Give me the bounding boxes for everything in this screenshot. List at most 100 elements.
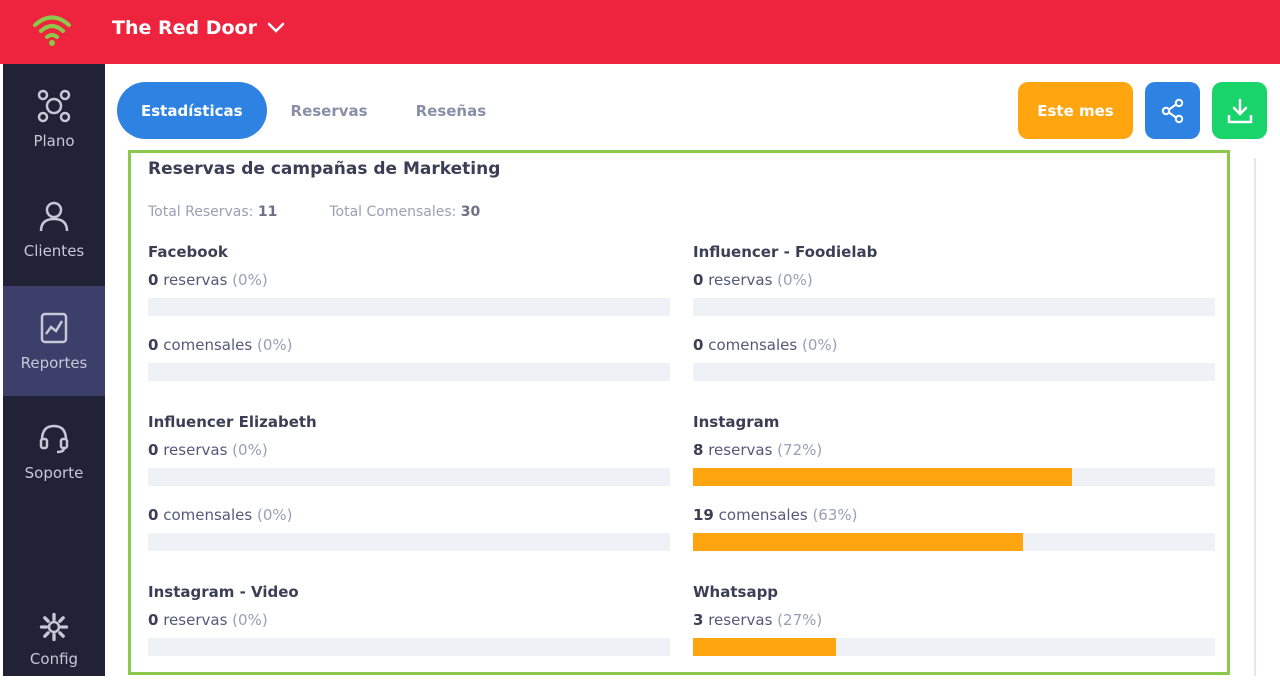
reservas-pct: (27%)	[777, 611, 823, 629]
reservas-count: 3	[693, 611, 704, 629]
reservas-count: 0	[148, 441, 159, 459]
reservas-metric: 0 reservas (0%)	[148, 611, 268, 629]
wifi-icon	[33, 15, 71, 46]
reservas-pct: (0%)	[777, 271, 813, 289]
reservas-metric: 3 reservas (27%)	[693, 611, 822, 629]
sidebar-label: Plano	[33, 132, 75, 150]
campaign-name: Influencer - Foodielab	[693, 243, 878, 261]
reservas-bar-fill	[693, 638, 836, 656]
tab-resenas[interactable]: Reseñas	[415, 101, 487, 120]
campaign-name: Influencer Elizabeth	[148, 413, 317, 431]
comensales-count: 0	[693, 336, 704, 354]
comensales-count: 0	[148, 336, 159, 354]
sidebar-label: Soporte	[24, 464, 84, 482]
comensales-bar	[148, 533, 670, 551]
comensales-label: comensales	[718, 506, 808, 524]
period-button[interactable]: Este mes	[1018, 82, 1133, 139]
reservas-pct: (0%)	[232, 441, 268, 459]
sidebar-item-soporte[interactable]: Soporte	[3, 396, 105, 506]
reservas-count: 0	[148, 611, 159, 629]
tab-reservas[interactable]: Reservas	[290, 101, 368, 120]
reservas-metric: 0 reservas (0%)	[148, 441, 268, 459]
reservas-pct: (0%)	[232, 611, 268, 629]
total-comensales: Total Comensales: 30	[329, 204, 480, 220]
comensales-pct: (0%)	[802, 336, 838, 354]
download-button[interactable]	[1212, 82, 1267, 139]
reservas-label: reservas	[708, 441, 773, 459]
user-icon	[39, 201, 69, 232]
sidebar-item-reportes[interactable]: Reportes	[3, 286, 105, 396]
sidebar-item-plano[interactable]: Plano	[3, 64, 105, 174]
comensales-label: comensales	[708, 336, 798, 354]
reservas-label: reservas	[708, 611, 773, 629]
comensales-count: 19	[693, 506, 714, 524]
comensales-label: comensales	[163, 506, 253, 524]
reservas-metric: 0 reservas (0%)	[148, 271, 268, 289]
reservas-label: reservas	[163, 611, 228, 629]
floor-plan-icon	[37, 89, 71, 123]
reservas-bar	[693, 638, 1215, 656]
headset-icon	[39, 424, 69, 454]
reservas-bar	[148, 638, 670, 656]
comensales-bar	[693, 533, 1215, 551]
sidebar-label: Reportes	[20, 354, 88, 372]
comensales-metric: 0 comensales (0%)	[148, 506, 293, 524]
campaign-name: Instagram - Video	[148, 583, 299, 601]
campaign-name: Facebook	[148, 243, 228, 261]
comensales-bar	[693, 363, 1215, 381]
sidebar-item-config[interactable]: Config	[3, 584, 105, 684]
reservas-metric: 8 reservas (72%)	[693, 441, 822, 459]
total-comensales-label: Total Comensales:	[329, 204, 457, 220]
tab-bar: Estadísticas Reservas Reseñas	[117, 82, 510, 139]
comensales-bar-fill	[693, 533, 1024, 551]
reservas-bar	[693, 298, 1215, 316]
comensales-metric: 0 comensales (0%)	[148, 336, 293, 354]
comensales-metric: 0 comensales (0%)	[693, 336, 838, 354]
gear-icon	[39, 612, 69, 642]
reservas-pct: (72%)	[777, 441, 823, 459]
reservas-count: 8	[693, 441, 704, 459]
comensales-label: comensales	[163, 336, 253, 354]
window-edge	[0, 64, 3, 676]
reservas-count: 0	[148, 271, 159, 289]
campaign-name: Whatsapp	[693, 583, 779, 601]
top-bar: The Red Door	[0, 0, 1280, 64]
reservas-pct: (0%)	[232, 271, 268, 289]
comensales-pct: (0%)	[257, 336, 293, 354]
campaign-name: Instagram	[693, 413, 780, 431]
download-icon	[1227, 98, 1252, 123]
reservas-bar	[148, 298, 670, 316]
reservas-bar	[148, 468, 670, 486]
total-reservas: Total Reservas: 11	[148, 204, 277, 220]
card-title: Reservas de campañas de Marketing	[148, 159, 501, 179]
reservas-count: 0	[693, 271, 704, 289]
share-button[interactable]	[1145, 82, 1200, 139]
sidebar-item-clientes[interactable]: Clientes	[3, 174, 105, 284]
report-icon	[40, 312, 68, 344]
chevron-down-icon	[267, 22, 285, 33]
total-reservas-value: 11	[257, 204, 278, 220]
reservas-bar	[693, 468, 1215, 486]
reservas-label: reservas	[708, 271, 773, 289]
venue-selector[interactable]: The Red Door	[112, 17, 285, 39]
totals-row: Total Reservas: 11 Total Comensales: 30	[148, 204, 480, 220]
comensales-metric: 19 comensales (63%)	[693, 506, 857, 524]
sidebar-label: Config	[29, 650, 79, 668]
share-icon	[1161, 98, 1183, 123]
reservas-metric: 0 reservas (0%)	[693, 271, 813, 289]
total-comensales-value: 30	[460, 204, 481, 220]
reservas-label: reservas	[163, 271, 228, 289]
marketing-card: Reservas de campañas de Marketing Total …	[128, 150, 1230, 675]
sidebar: Plano Clientes Reportes Soporte Config	[3, 64, 105, 676]
sidebar-label: Clientes	[23, 242, 85, 260]
scrollbar-track[interactable]	[1254, 158, 1256, 676]
comensales-pct: (0%)	[257, 506, 293, 524]
comensales-pct: (63%)	[812, 506, 858, 524]
reservas-label: reservas	[163, 441, 228, 459]
tab-estadisticas[interactable]: Estadísticas	[117, 82, 267, 139]
comensales-bar	[148, 363, 670, 381]
comensales-count: 0	[148, 506, 159, 524]
total-reservas-label: Total Reservas:	[148, 204, 254, 220]
reservas-bar-fill	[693, 468, 1073, 486]
venue-name: The Red Door	[112, 17, 257, 39]
